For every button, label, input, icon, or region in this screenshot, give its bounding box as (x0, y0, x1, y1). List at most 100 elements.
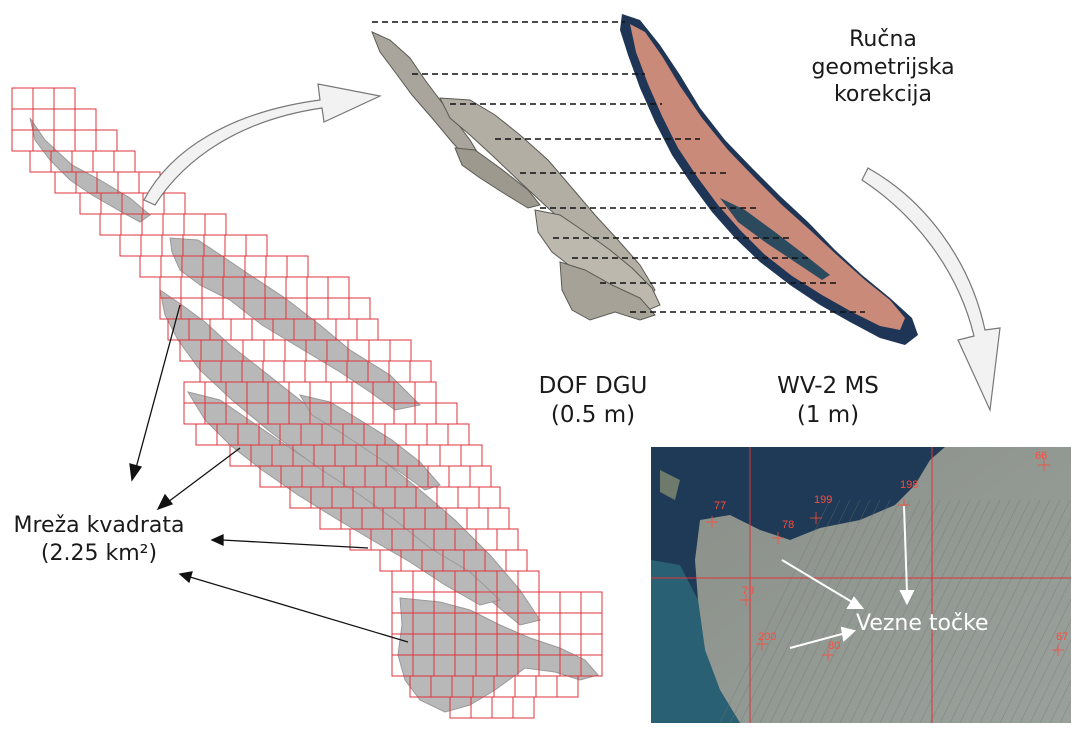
wv2-resolution: (1 m) (796, 401, 860, 428)
field-texture-line (909, 499, 1021, 723)
wv2-label: WV-2 MS (1 m) (758, 372, 898, 430)
grid-square (556, 675, 579, 698)
grid-square (224, 234, 247, 257)
grid-square (391, 570, 414, 593)
field-texture-line (1049, 679, 1071, 723)
grid-square (99, 213, 122, 236)
field-texture-line (809, 499, 921, 723)
grid-square (487, 507, 510, 530)
grid-square (414, 402, 437, 425)
grid-square (535, 675, 558, 698)
tie-point-labels: 77 199 78 198 66 79 200 80 67 (714, 450, 1068, 652)
ortho-resolution: (0.5 m) (550, 401, 636, 428)
grid-square (306, 297, 329, 320)
field-texture-line (849, 499, 961, 723)
field-texture-line (879, 499, 991, 723)
grid-square (327, 297, 350, 320)
field-texture-line (899, 499, 1011, 723)
field-texture-line (719, 499, 831, 723)
grid-square (286, 255, 309, 278)
field-texture-line (819, 499, 931, 723)
ortho-name: DOF DGU (538, 373, 648, 399)
field-texture-line (739, 499, 851, 723)
grid-line-2: (2.25 km²) (40, 540, 158, 566)
correction-line-3: korekcija (833, 82, 933, 107)
field-texture-line (749, 499, 861, 723)
grid-square (113, 150, 136, 173)
wv2-inner-channel (720, 198, 830, 280)
grid-pointer-arrows (129, 304, 409, 643)
grid-square (201, 297, 224, 320)
field-texture-line (759, 499, 871, 723)
grid-square (53, 129, 76, 152)
grid-square (426, 423, 449, 446)
grid-square (439, 444, 462, 467)
ortho-mosaic (371, 31, 661, 321)
grid-square (283, 360, 306, 383)
grid-square (580, 633, 603, 656)
tie-point-id: 198 (900, 479, 918, 491)
tie-point-markers (706, 459, 1064, 661)
field-texture-line (939, 499, 1051, 723)
grid-square (74, 129, 97, 152)
grid-square (460, 444, 483, 467)
grid-square (11, 87, 34, 110)
field-texture-line (729, 499, 841, 723)
grid-square (436, 486, 459, 509)
tie-points-text: Vezne točke (856, 611, 989, 636)
island-grid-map (11, 87, 603, 719)
field-texture-line (1039, 659, 1071, 723)
island-shapes (29, 117, 599, 713)
inset-texture (719, 499, 1071, 723)
grid-square (580, 654, 603, 677)
grid-square (389, 339, 412, 362)
field-texture-line (779, 499, 891, 723)
correction-label: Ručna geometrijska korekcija (808, 26, 958, 109)
grid-square (74, 108, 97, 131)
grid-square (330, 381, 353, 404)
grid-square (491, 696, 514, 719)
inset-shallow-water (651, 560, 740, 723)
field-texture-line (969, 517, 1071, 723)
grid-square (469, 465, 492, 488)
inset-grid (651, 447, 1071, 723)
grid-square (265, 255, 288, 278)
field-texture-line (959, 499, 1071, 723)
island-upper-long (169, 237, 422, 411)
grid-square (230, 318, 253, 341)
field-texture-line (869, 499, 981, 723)
ortho-lower-strip (534, 209, 661, 311)
grid-square (580, 612, 603, 635)
field-texture-line (989, 558, 1071, 723)
curved-arrow-to-ortho (143, 83, 382, 206)
grid-square (32, 87, 55, 110)
field-texture-line (1009, 598, 1071, 723)
field-texture-line (929, 499, 1041, 723)
grid-square (496, 528, 519, 551)
grid-square (448, 465, 471, 488)
grid-squares (11, 87, 603, 719)
wv2-island (630, 24, 905, 330)
grid-square (505, 549, 528, 572)
grid-line-1: Mreža kvadrata (13, 513, 185, 538)
grid-square (405, 423, 428, 446)
field-texture-line (999, 578, 1071, 723)
correspondence-lines (372, 21, 865, 313)
ortho-label: DOF DGU (0.5 m) (528, 372, 658, 430)
tie-point-id: 79 (742, 585, 754, 597)
grid-square (517, 570, 540, 593)
field-texture-line (769, 499, 881, 723)
grid-square (204, 213, 227, 236)
ortho-north-strip (371, 31, 483, 163)
grid-square (183, 213, 206, 236)
grid-square (335, 318, 358, 341)
tie-point-id: 199 (814, 494, 832, 506)
grid-square (478, 486, 501, 509)
tie-point-id: 67 (1056, 631, 1068, 643)
grid-square (304, 360, 327, 383)
inset-land (695, 447, 1071, 723)
wv2-name: WV-2 MS (777, 373, 879, 399)
satellite-inset: 77 199 78 198 66 79 200 80 67 (651, 447, 1071, 723)
field-texture-line (789, 499, 901, 723)
